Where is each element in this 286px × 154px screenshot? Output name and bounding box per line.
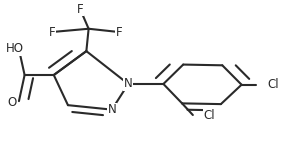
Text: Cl: Cl — [204, 109, 215, 122]
Text: N: N — [108, 103, 116, 116]
Text: O: O — [7, 96, 17, 109]
Text: N: N — [124, 77, 133, 90]
Text: F: F — [77, 3, 84, 16]
Text: F: F — [116, 26, 122, 38]
Text: F: F — [49, 26, 55, 38]
Text: HO: HO — [6, 42, 24, 55]
Text: Cl: Cl — [267, 78, 279, 91]
